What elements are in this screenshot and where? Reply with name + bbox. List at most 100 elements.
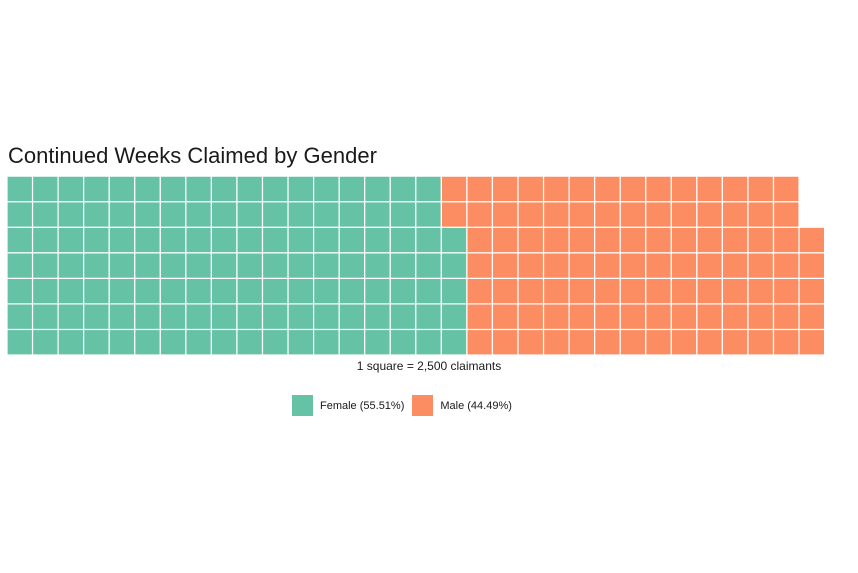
waffle-square-male — [670, 175, 698, 203]
waffle-square-male — [747, 201, 775, 228]
waffle-square-male — [798, 277, 826, 305]
waffle-square-female — [287, 201, 315, 228]
waffle-square-male — [517, 277, 545, 305]
waffle-square-male — [696, 252, 723, 279]
waffle-square-male — [542, 277, 570, 305]
waffle-square-female — [134, 328, 161, 356]
waffle-square-female — [313, 175, 340, 203]
waffle-square-female — [185, 175, 213, 203]
waffle-square-female — [83, 303, 110, 331]
waffle-square-male — [798, 328, 826, 356]
waffle-square-male — [594, 175, 621, 203]
waffle-square-male — [594, 277, 621, 305]
waffle-square-male — [645, 252, 672, 279]
waffle-square-male — [568, 328, 596, 356]
waffle-square-male — [772, 328, 800, 356]
waffle-square-female — [236, 226, 264, 254]
waffle-square-male — [772, 201, 800, 228]
waffle-square-female — [364, 201, 391, 228]
waffle-square-female — [364, 175, 391, 203]
waffle-square-male — [696, 328, 723, 356]
waffle-square-male — [568, 201, 596, 228]
waffle-square-female — [236, 303, 264, 331]
waffle-square-female — [338, 175, 366, 203]
waffle-square-female — [338, 252, 366, 279]
waffle-square-female — [440, 252, 468, 279]
waffle-square-male — [772, 252, 800, 279]
waffle-square-male — [542, 226, 570, 254]
waffle-square-female — [389, 201, 417, 228]
waffle-square-male — [466, 277, 494, 305]
waffle-square-female — [313, 201, 340, 228]
waffle-square-female — [31, 328, 59, 356]
waffle-square-female — [415, 201, 442, 228]
waffle-square-female — [261, 328, 289, 356]
waffle-square-female — [159, 328, 187, 356]
waffle-square-female — [364, 303, 391, 331]
waffle-square-male — [670, 252, 698, 279]
waffle-square-female — [338, 303, 366, 331]
waffle-square-female — [57, 175, 85, 203]
waffle-square-female — [57, 328, 85, 356]
waffle-square-male — [542, 175, 570, 203]
waffle-square-female — [57, 201, 85, 228]
waffle-square-female — [6, 226, 34, 254]
legend-item-male: Male (44.49%) — [412, 395, 512, 416]
waffle-square-female — [134, 226, 161, 254]
waffle-square-female — [31, 226, 59, 254]
waffle-square-male — [721, 252, 749, 279]
waffle-square-female — [83, 252, 110, 279]
waffle-square-male — [747, 303, 775, 331]
waffle-square-male — [594, 303, 621, 331]
waffle-square-female — [159, 303, 187, 331]
waffle-square-female — [261, 303, 289, 331]
waffle-square-female — [83, 201, 110, 228]
waffle-square-female — [210, 277, 238, 305]
waffle-square-female — [108, 303, 136, 331]
waffle-square-male — [696, 277, 723, 305]
waffle-square-female — [261, 277, 289, 305]
waffle-square-female — [440, 277, 468, 305]
waffle-square-male — [696, 226, 723, 254]
waffle-square-female — [31, 252, 59, 279]
waffle-square-male — [568, 252, 596, 279]
waffle-square-male — [721, 175, 749, 203]
waffle-square-male — [542, 328, 570, 356]
waffle-square-female — [159, 252, 187, 279]
waffle-square-female — [134, 303, 161, 331]
waffle-square-female — [338, 277, 366, 305]
waffle-square-male — [721, 226, 749, 254]
waffle-square-male — [798, 252, 826, 279]
waffle-square-female — [313, 328, 340, 356]
waffle-square-female — [364, 226, 391, 254]
waffle-square-female — [415, 277, 442, 305]
waffle-square-male — [721, 277, 749, 305]
waffle-square-female — [6, 201, 34, 228]
waffle-square-female — [185, 328, 213, 356]
legend-item-female: Female (55.51%) — [292, 395, 404, 416]
waffle-square-male — [517, 175, 545, 203]
waffle-square-male — [517, 303, 545, 331]
waffle-square-male — [542, 303, 570, 331]
waffle-square-female — [236, 201, 264, 228]
waffle-square-male — [491, 201, 519, 228]
waffle-square-male — [542, 201, 570, 228]
waffle-square-male — [466, 328, 494, 356]
waffle-square-female — [236, 277, 264, 305]
waffle-square-female — [57, 277, 85, 305]
waffle-square-female — [108, 226, 136, 254]
waffle-square-female — [159, 201, 187, 228]
waffle-square-male — [466, 175, 494, 203]
waffle-square-female — [210, 175, 238, 203]
waffle-square-female — [389, 277, 417, 305]
waffle-square-male — [594, 252, 621, 279]
waffle-square-female — [313, 277, 340, 305]
waffle-square-female — [415, 328, 442, 356]
waffle-square-male — [645, 303, 672, 331]
chart-caption: 1 square = 2,500 claimants — [356, 359, 502, 373]
waffle-square-male — [466, 252, 494, 279]
waffle-square-male — [466, 303, 494, 331]
waffle-square-male — [645, 328, 672, 356]
waffle-square-female — [159, 277, 187, 305]
